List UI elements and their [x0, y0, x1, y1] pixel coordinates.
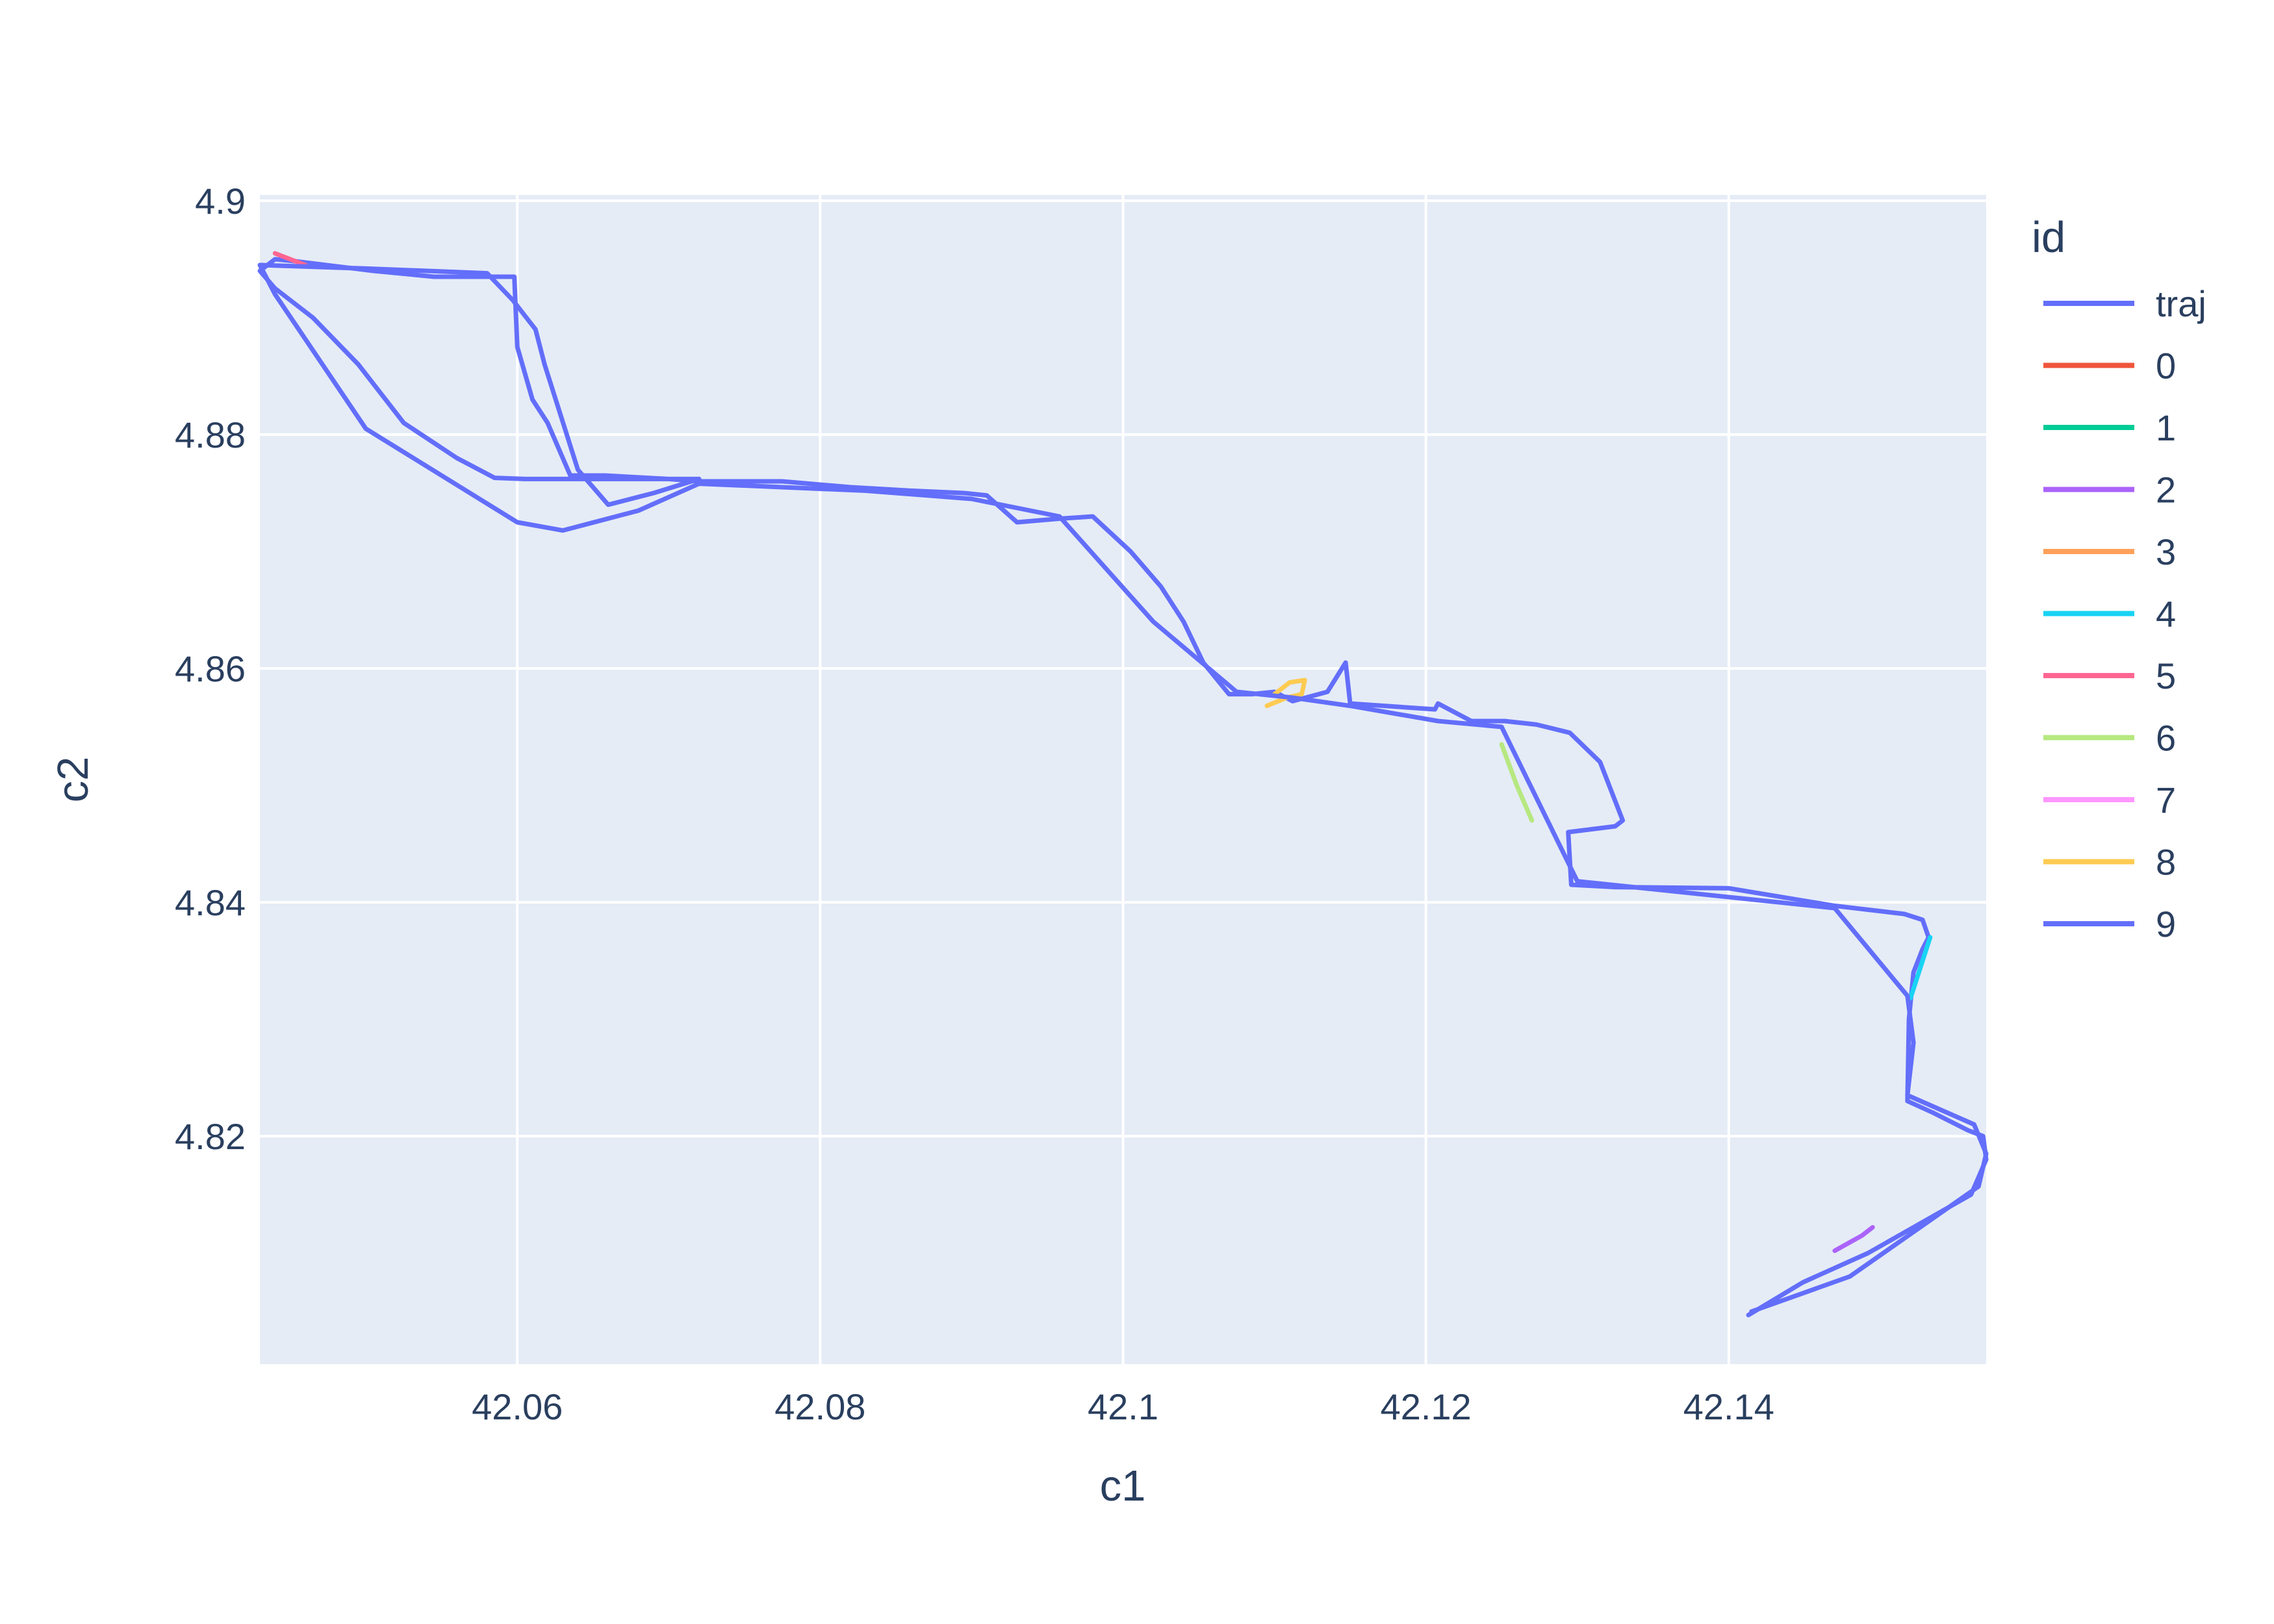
legend-label: 3 — [2156, 531, 2176, 572]
x-tick-label: 42.1 — [1088, 1386, 1158, 1427]
y-tick-label: 4.86 — [175, 648, 246, 689]
legend-item-1[interactable]: 1 — [2043, 407, 2176, 448]
series-line-4 — [1908, 935, 1933, 1001]
legend-label: 0 — [2156, 346, 2176, 387]
x-axis-ticks: 42.06 42.08 42.1 42.12 42.14 — [472, 1386, 1774, 1427]
legend-item-4[interactable]: 4 — [2043, 594, 2176, 635]
y-tick-label: 4.88 — [175, 414, 246, 455]
legend-item-6[interactable]: 6 — [2043, 718, 2176, 759]
series-line-8 — [1264, 678, 1307, 709]
y-tick-label: 4.9 — [195, 181, 246, 222]
series-line-5 — [272, 251, 308, 268]
legend-label: 9 — [2156, 904, 2176, 945]
y-axis-title: c2 — [49, 757, 97, 803]
legend-label: 2 — [2156, 470, 2176, 511]
legend-label: 6 — [2156, 718, 2176, 759]
series-line-2 — [1832, 1224, 1875, 1253]
legend-label: 7 — [2156, 780, 2176, 820]
y-tick-label: 4.84 — [175, 882, 246, 923]
legend-item-8[interactable]: 8 — [2043, 842, 2176, 883]
y-tick-label: 4.82 — [175, 1116, 246, 1157]
legend-item-2[interactable]: 2 — [2043, 470, 2176, 511]
x-axis-title: c1 — [1100, 1462, 1146, 1510]
legend-label: 4 — [2156, 594, 2176, 635]
series-line-9 — [257, 262, 1989, 1314]
x-tick-label: 42.08 — [774, 1386, 865, 1427]
legend-label: 5 — [2156, 655, 2176, 696]
legend-item-3[interactable]: 3 — [2043, 531, 2176, 572]
y-axis-ticks: 4.82 4.84 4.86 4.88 4.9 — [175, 181, 246, 1157]
x-tick-label: 42.12 — [1381, 1386, 1472, 1427]
legend-item-0[interactable]: 0 — [2043, 346, 2176, 387]
x-tick-label: 42.06 — [472, 1386, 563, 1427]
series-line-traj — [257, 257, 1989, 1317]
legend-label: 8 — [2156, 842, 2176, 883]
legend-item-traj[interactable]: traj — [2043, 283, 2206, 324]
legend-label: traj — [2156, 283, 2206, 324]
grid — [260, 195, 1986, 1364]
traces — [257, 251, 1989, 1317]
legend-item-9[interactable]: 9 — [2043, 904, 2176, 945]
legend-label: 1 — [2156, 407, 2176, 448]
legend-item-7[interactable]: 7 — [2043, 780, 2176, 820]
x-tick-label: 42.14 — [1683, 1386, 1774, 1427]
legend-item-5[interactable]: 5 — [2043, 655, 2176, 696]
legend: id traj 0 1 2 3 4 5 6 7 8 9 — [2032, 213, 2206, 945]
series-line-6 — [1499, 742, 1535, 823]
legend-title: id — [2032, 213, 2065, 262]
